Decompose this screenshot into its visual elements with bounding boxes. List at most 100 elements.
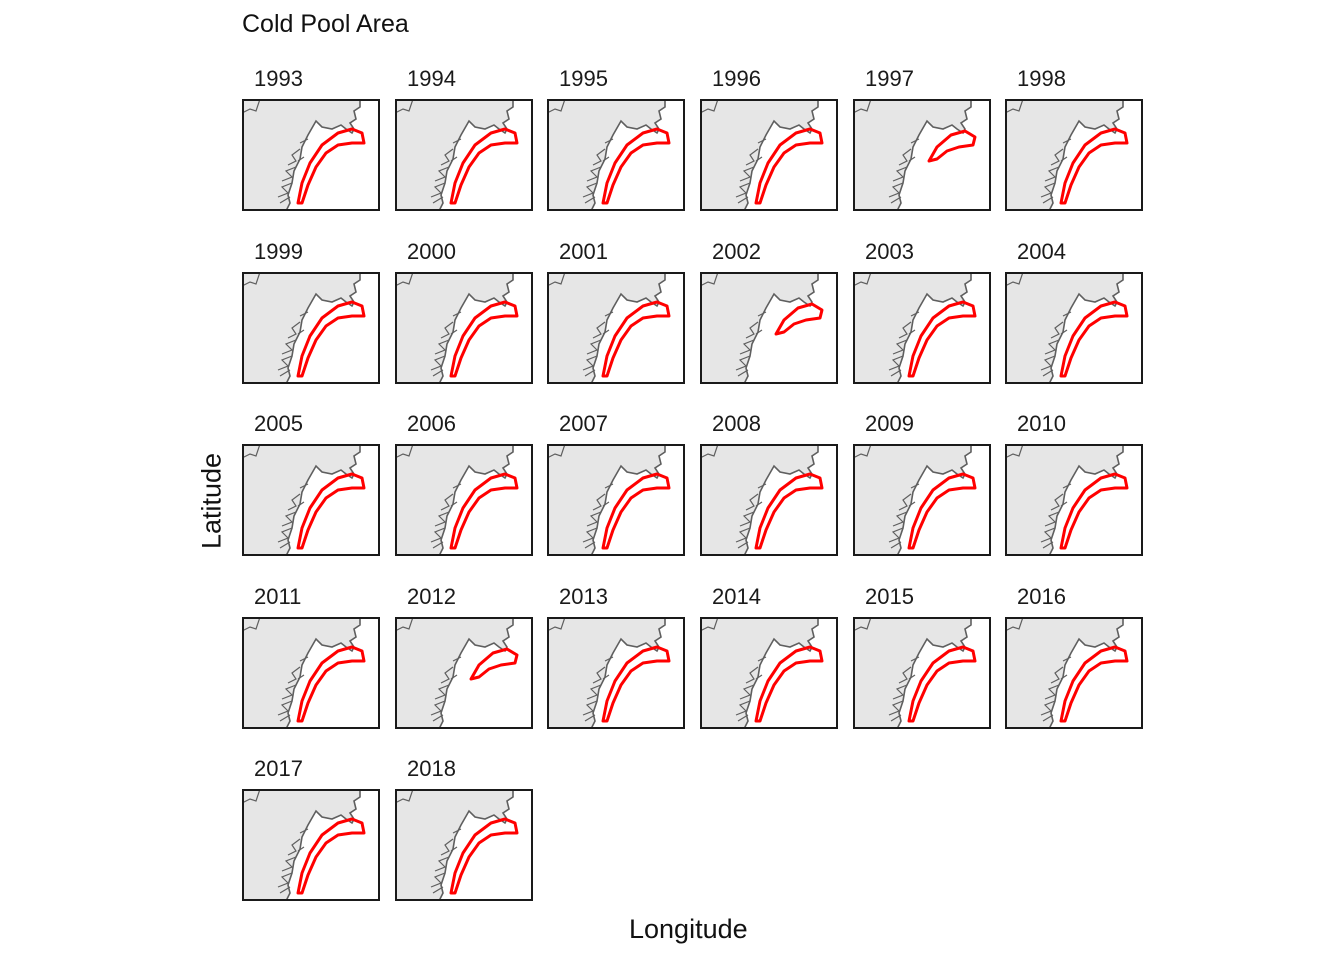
coastline-detail	[287, 148, 301, 166]
map-panel: 1999	[242, 239, 380, 385]
coastline-detail	[592, 321, 606, 339]
panel-year-label: 1999	[254, 239, 303, 264]
coastline-detail	[890, 714, 902, 722]
map-panel: 1993	[242, 66, 380, 212]
coastline-detail	[602, 674, 610, 680]
panel-border	[242, 272, 380, 384]
panel-year-label: 2009	[865, 411, 914, 436]
panel-border	[1005, 444, 1143, 556]
panel-border	[242, 444, 380, 556]
coastline-detail	[242, 272, 261, 287]
coastline	[590, 444, 666, 556]
panel-map	[853, 99, 991, 211]
panel-year-label: 2002	[712, 239, 761, 264]
map-panel: 1995	[547, 66, 685, 212]
coastline-detail	[1040, 527, 1056, 543]
panel-year-label: 2014	[712, 584, 761, 609]
coastline-detail	[277, 182, 293, 198]
coastline-detail	[755, 329, 763, 335]
coastline	[438, 99, 514, 211]
coastline-detail	[604, 656, 614, 662]
coastline-detail	[1050, 148, 1064, 166]
coastline	[1048, 617, 1124, 729]
coastline-detail	[586, 339, 602, 355]
panel-map	[395, 617, 533, 729]
coastline-detail	[299, 483, 309, 489]
panel-year-label: 2000	[407, 239, 456, 264]
map-panel: 2015	[853, 584, 991, 730]
land-area	[395, 272, 513, 384]
coastline-detail	[279, 714, 291, 722]
coastline-detail	[452, 828, 462, 834]
coastline-detail	[892, 511, 908, 527]
panel-map	[853, 444, 991, 556]
land-area	[853, 617, 971, 729]
coastline-detail	[450, 501, 458, 507]
coastline-detail	[737, 369, 749, 377]
coastline-detail	[757, 311, 767, 317]
panel-year-label: 2010	[1017, 411, 1066, 436]
coastline	[896, 444, 972, 556]
coastline-detail	[584, 196, 596, 204]
coastline-detail	[452, 483, 462, 489]
coastline-detail	[1044, 511, 1060, 527]
coastline-detail	[739, 166, 755, 182]
coastline-detail	[735, 527, 751, 543]
land-area	[242, 99, 360, 211]
coastline-detail	[755, 674, 763, 680]
panel-border	[853, 272, 991, 384]
coastline-detail	[892, 684, 908, 700]
coastline-detail	[1050, 666, 1064, 684]
coastline-detail	[395, 789, 414, 804]
coastline-detail	[898, 493, 912, 511]
land-area	[853, 444, 971, 556]
coastline-detail	[1042, 541, 1054, 549]
map-panel: 1997	[853, 66, 991, 212]
coastline-detail	[910, 483, 920, 489]
coastline-detail	[242, 99, 261, 114]
panel-map	[1005, 272, 1143, 384]
coastline-detail	[450, 846, 458, 852]
map-panel: 2018	[395, 756, 533, 902]
map-panel: 2004	[1005, 239, 1143, 385]
coastline	[896, 272, 972, 384]
coastline-detail	[898, 321, 912, 339]
coastline-detail	[745, 493, 759, 511]
coastline-detail	[277, 355, 293, 371]
land-area	[547, 444, 665, 556]
cold-pool-outline	[296, 817, 366, 895]
coastline-detail	[908, 156, 916, 162]
cold-pool-outline	[296, 300, 366, 378]
coastline-detail	[592, 148, 606, 166]
panel-year-label: 1997	[865, 66, 914, 91]
cold-pool-outline	[601, 472, 671, 550]
land-area	[1005, 99, 1123, 211]
coastline-detail	[586, 511, 602, 527]
coastline-detail	[434, 856, 450, 872]
coastline-detail	[430, 872, 446, 888]
map-panel: 2007	[547, 411, 685, 557]
panel-border	[547, 99, 685, 211]
coastline-detail	[430, 182, 446, 198]
coastline-detail	[277, 527, 293, 543]
panel-border	[700, 99, 838, 211]
coastline-detail	[432, 886, 444, 894]
coastline-detail	[287, 838, 301, 856]
panel-border	[395, 272, 533, 384]
coastline-detail	[287, 493, 301, 511]
map-panel: 2017	[242, 756, 380, 902]
land-area	[853, 99, 971, 211]
coastline-detail	[277, 700, 293, 716]
coastline-detail	[430, 355, 446, 371]
panel-border	[700, 444, 838, 556]
panel-border	[395, 789, 533, 901]
coastline-detail	[434, 339, 450, 355]
panel-year-label: 2005	[254, 411, 303, 436]
coastline-detail	[582, 355, 598, 371]
coastline	[438, 789, 514, 901]
cold-pool-outline	[601, 300, 671, 378]
coastline-detail	[739, 339, 755, 355]
coastline-detail	[584, 541, 596, 549]
coastline-detail	[281, 166, 297, 182]
coastline-detail	[1040, 182, 1056, 198]
